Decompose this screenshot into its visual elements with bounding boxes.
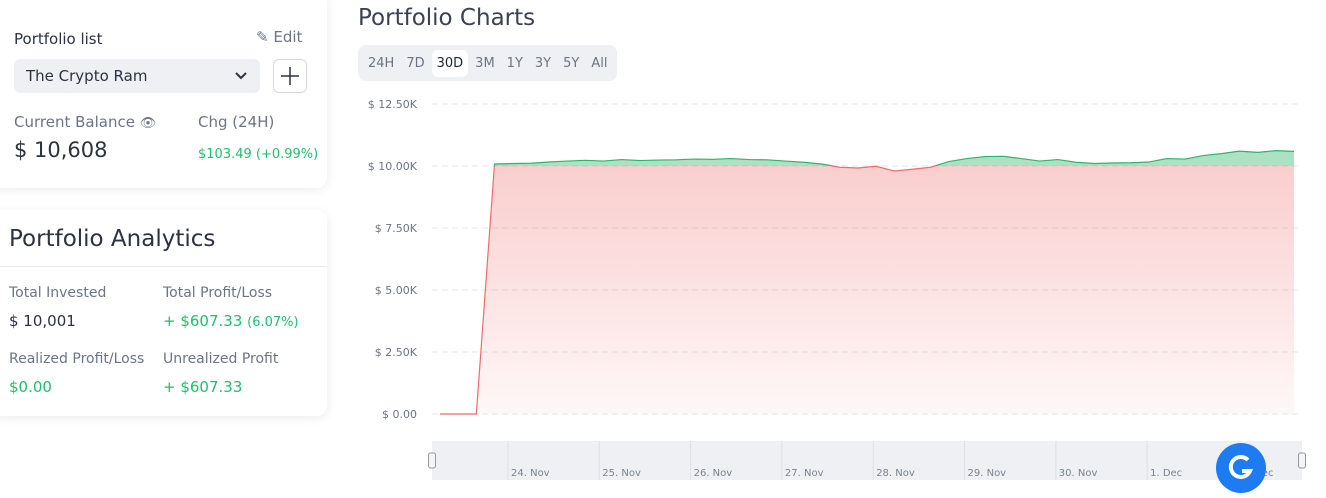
navigator-label: 1. Dec — [1150, 468, 1182, 479]
analytics-title: Portfolio Analytics — [9, 226, 216, 252]
portfolio-select[interactable]: The Crypto Ram — [14, 59, 260, 93]
plus-icon — [281, 67, 299, 85]
item-label: Total Invested — [9, 285, 107, 301]
item-value: $ 10,001 — [9, 312, 76, 330]
navigator-label: 25. Nov — [602, 468, 641, 479]
range-button[interactable]: 5Y — [563, 55, 580, 71]
line-below — [440, 165, 937, 415]
range-button[interactable]: 1Y — [506, 55, 523, 71]
range-button[interactable]: 30D — [431, 49, 469, 77]
item-value: + $607.33 (6.07%) — [163, 312, 299, 330]
navigator-handle — [1298, 452, 1306, 469]
portfolio-card: Portfolio list ✎ Edit The Crypto Ram Cur… — [0, 0, 327, 188]
line-above — [493, 150, 1295, 166]
item-value: $0.00 — [9, 378, 52, 396]
item-extra: (6.07%) — [247, 315, 299, 330]
help-button[interactable] — [1216, 443, 1266, 493]
navigator — [432, 441, 1302, 480]
area-below — [440, 165, 1294, 414]
item-value: + $607.33 — [163, 378, 243, 396]
chevron — [235, 72, 247, 80]
navigator-label: 29. Nov — [968, 468, 1007, 479]
y-tick-label: $ 2.50K — [375, 346, 418, 359]
navigator-label: 27. Nov — [785, 468, 824, 479]
add-portfolio-button[interactable] — [273, 59, 307, 93]
range-button[interactable]: 3Y — [534, 55, 552, 71]
y-tick-label: $ 0.00 — [382, 408, 417, 421]
charts-title: Portfolio Charts — [358, 5, 536, 31]
range-selector: 24H 7D 30D 3M 1Y 3Y 5Y All — [358, 45, 618, 81]
item-label: Realized Profit/Loss — [9, 351, 145, 367]
portfolio-list-label: Portfolio list — [14, 30, 103, 48]
navigator-handle — [428, 452, 436, 469]
range-button[interactable]: 24H — [368, 55, 395, 71]
navigator-label: 24. Nov — [511, 468, 550, 479]
change-label: Chg (24H) — [198, 113, 275, 131]
y-tick-label: $ 10.00K — [368, 160, 418, 173]
y-tick-label: $ 5.00K — [375, 284, 418, 297]
navigator-label: 26. Nov — [694, 468, 733, 479]
help-icon — [1228, 454, 1254, 479]
item-value-text: + $607.33 — [163, 312, 243, 330]
navigator-label: 28. Nov — [876, 468, 915, 479]
y-tick-label: $ 7.50K — [375, 222, 418, 235]
change-value: $103.49 (+0.99%) — [198, 147, 319, 162]
selected-portfolio[interactable]: The Crypto Ram — [26, 67, 148, 85]
eye-icon[interactable]: 👁 — [139, 116, 157, 131]
item-label: Total Profit/Loss — [163, 285, 273, 301]
range-button[interactable]: 3M — [475, 55, 495, 71]
range-button[interactable]: 7D — [406, 55, 425, 71]
area-above — [440, 150, 1294, 166]
analytics-card: Portfolio Analytics Total Invested $ 10,… — [0, 210, 327, 416]
y-tick-label: $ 12.50K — [368, 98, 418, 111]
edit-text[interactable]: Edit — [273, 28, 303, 46]
balance: $ 10,608 — [14, 138, 108, 162]
divider — [0, 266, 327, 267]
range-button[interactable]: All — [591, 55, 608, 71]
balance-label: Current Balance 👁 — [14, 113, 156, 131]
navigator-label: 30. Nov — [1059, 468, 1098, 479]
edit-button[interactable]: ✎ Edit — [256, 28, 303, 46]
item-label: Unrealized Profit — [163, 351, 279, 367]
balance-label-text: Current Balance — [14, 113, 135, 131]
